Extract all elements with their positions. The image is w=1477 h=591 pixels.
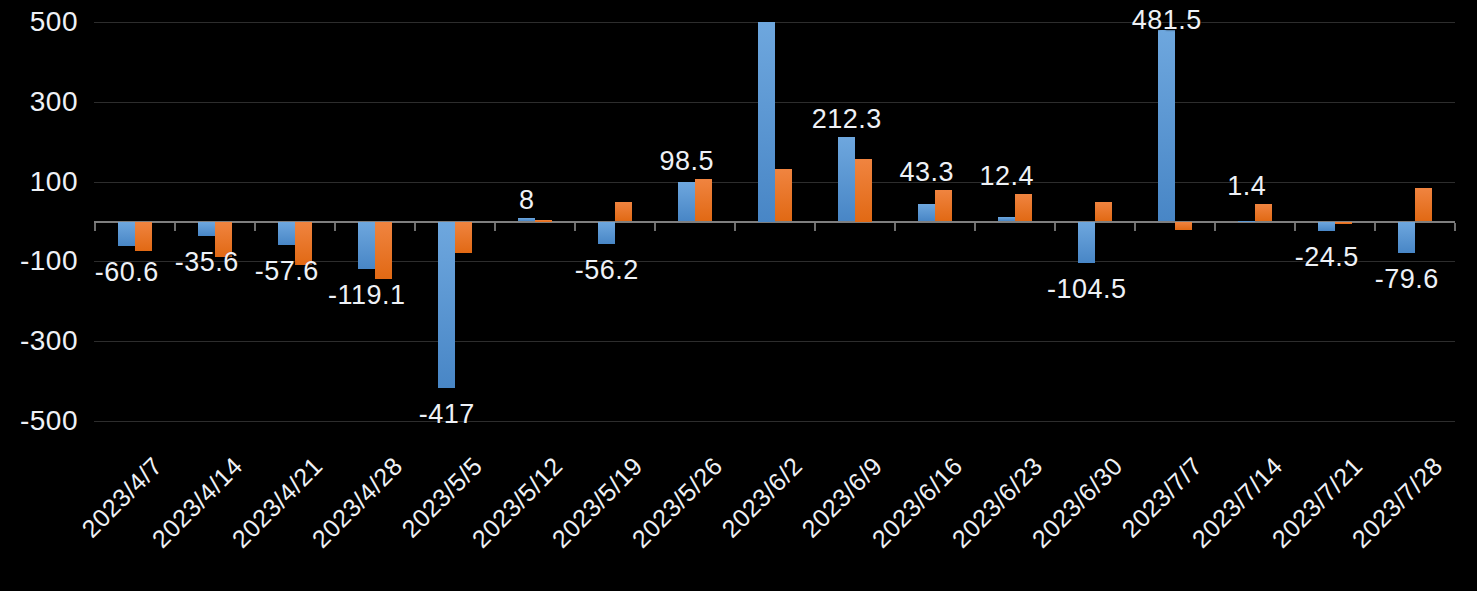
bar-orange (1015, 194, 1032, 221)
bar-blue (1238, 221, 1255, 222)
data-label: -79.6 (1337, 265, 1477, 293)
axis-tick-mark (734, 223, 736, 231)
axis-tick-mark (1134, 223, 1136, 231)
bar-orange (455, 222, 472, 253)
gridline (94, 421, 1455, 422)
bar-orange (1255, 204, 1272, 222)
axis-tick-mark (94, 223, 96, 231)
bar-blue (1318, 222, 1335, 232)
bar-orange (1095, 202, 1112, 222)
axis-tick-mark (814, 223, 816, 231)
bar-chart: 500300100-100-300-500-60.62023/4/7-35.62… (0, 0, 1477, 591)
gridline (94, 341, 1455, 342)
bar-blue (1158, 30, 1175, 222)
bar-orange (535, 220, 552, 222)
y-axis-tick-label: 500 (0, 7, 78, 37)
bar-blue (998, 217, 1015, 222)
data-label: -104.5 (1017, 275, 1157, 303)
axis-tick-mark (894, 223, 896, 231)
bar-blue (198, 222, 215, 236)
data-label: -56.2 (537, 256, 677, 284)
bar-orange (935, 190, 952, 222)
bar-blue (918, 204, 935, 221)
axis-tick-mark (974, 223, 976, 231)
bar-blue (438, 222, 455, 388)
data-label: 8 (457, 186, 597, 214)
data-label: 212.3 (777, 105, 917, 133)
y-axis-tick-label: -500 (0, 406, 78, 436)
axis-tick-mark (1054, 223, 1056, 231)
data-label: -417 (377, 400, 517, 428)
data-label: 481.5 (1097, 6, 1237, 34)
bar-blue (678, 182, 695, 221)
bar-blue (518, 218, 535, 221)
bar-orange (1175, 222, 1192, 230)
y-axis-tick-label: 300 (0, 87, 78, 117)
bar-orange (1415, 188, 1432, 222)
bar-blue (838, 137, 855, 222)
bar-blue (1078, 222, 1095, 264)
bar-orange (615, 202, 632, 221)
axis-tick-mark (654, 223, 656, 231)
axis-tick-mark (1214, 223, 1216, 231)
axis-tick-mark (174, 223, 176, 231)
axis-tick-mark (414, 223, 416, 231)
bar-orange (695, 179, 712, 222)
bar-blue (118, 222, 135, 246)
bar-orange (375, 222, 392, 280)
data-label: -119.1 (297, 281, 437, 309)
bar-blue (278, 222, 295, 245)
axis-tick-mark (254, 223, 256, 231)
axis-tick-mark (334, 223, 336, 231)
bar-orange (775, 169, 792, 222)
y-axis-tick-label: -300 (0, 326, 78, 356)
axis-tick-mark (1294, 223, 1296, 231)
bar-orange (1335, 222, 1352, 224)
axis-tick-mark (1454, 223, 1456, 231)
bar-blue (758, 22, 775, 221)
axis-tick-mark (494, 223, 496, 231)
data-label: 98.5 (617, 147, 757, 175)
axis-tick-mark (1374, 223, 1376, 231)
y-axis-tick-label: 100 (0, 167, 78, 197)
data-label: 1.4 (1177, 172, 1317, 200)
axis-tick-mark (574, 223, 576, 231)
bar-blue (358, 222, 375, 270)
bar-blue (598, 222, 615, 244)
data-label: 12.4 (937, 162, 1077, 190)
x-axis-tick-label: 2023/6/2 (717, 452, 808, 543)
bar-blue (1398, 222, 1415, 254)
